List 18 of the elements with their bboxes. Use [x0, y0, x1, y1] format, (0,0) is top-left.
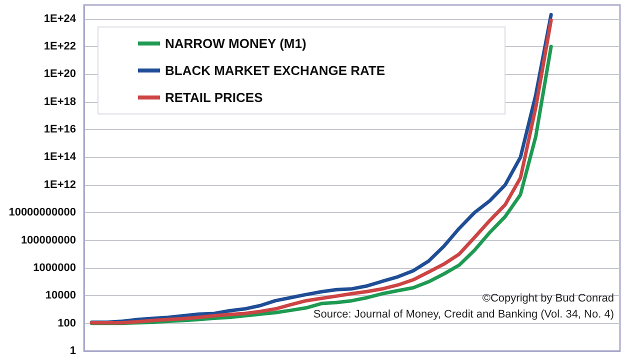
- annotation: ©Copyright by Bud Conrad: [482, 292, 614, 304]
- y-tick-label: 10000: [45, 290, 76, 302]
- y-tick-label: 1E+18: [44, 96, 76, 108]
- legend-label: BLACK MARKET EXCHANGE RATE: [165, 63, 386, 78]
- y-tick-label: 1: [70, 345, 76, 357]
- y-tick-label: 10000000000: [8, 206, 76, 219]
- y-tick-label: 100: [58, 317, 76, 330]
- y-tick-label: 1E+12: [44, 178, 76, 191]
- y-tick-label: 1E+14: [44, 151, 77, 164]
- y-tick-label: 1E+24: [44, 12, 77, 25]
- y-tick-label: 1000000: [33, 262, 76, 274]
- y-tick-label: 1E+22: [44, 40, 76, 53]
- y-tick-label: 1E+20: [44, 68, 76, 80]
- y-tick-label: 1E+16: [44, 124, 76, 136]
- annotation: Source: Journal of Money, Credit and Banking (Vol. 34, No. 4): [313, 308, 614, 320]
- legend-label: NARROW MONEY (M1): [165, 36, 306, 51]
- legend-label: RETAIL PRICES: [165, 90, 264, 105]
- y-tick-label: 100000000: [20, 234, 76, 246]
